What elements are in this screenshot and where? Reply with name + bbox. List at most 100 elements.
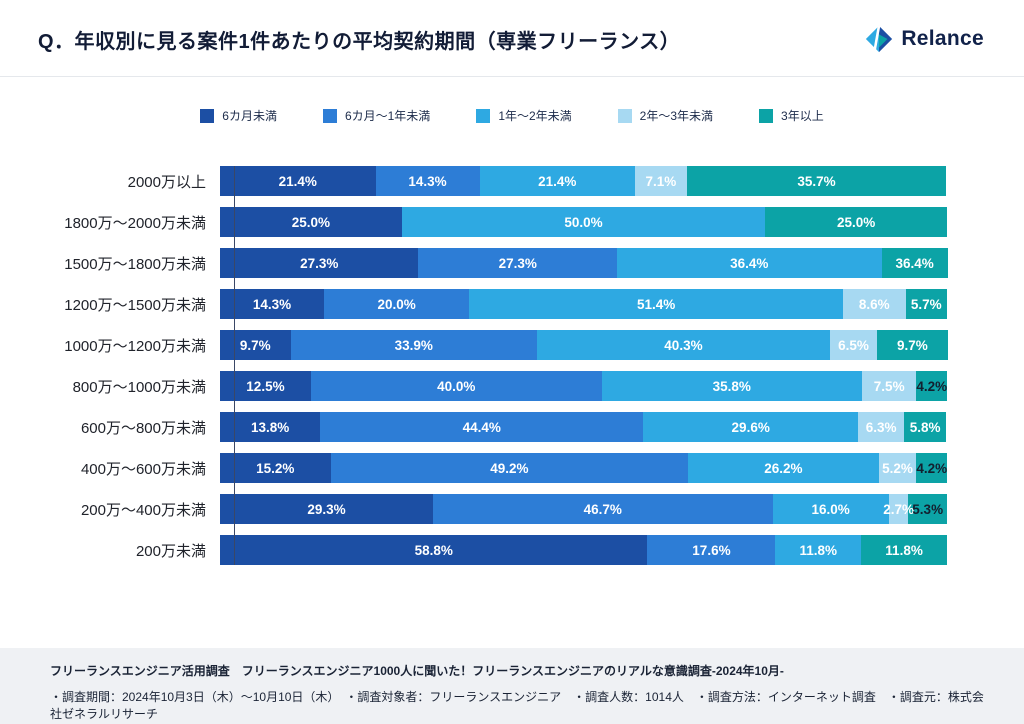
legend-label: 3年以上: [781, 109, 824, 123]
legend-swatch: [200, 108, 215, 123]
segment-value-label: 25.0%: [836, 214, 876, 230]
bar-segment: 6.3%: [858, 412, 905, 442]
legend-label: 2年～3年未満: [639, 109, 714, 123]
bar-segment: 2.7%: [883, 494, 914, 524]
bar-segment: 14.3%: [220, 289, 324, 319]
chart-row: 400万～600万未満 15.2% 49.2% 26.2% 5.2% 4.2%: [32, 453, 947, 483]
chart-row: 800万～1000万未満 12.5% 40.0% 35.8% 7.5% 4.2%: [32, 371, 947, 401]
segment-value-label: 11.8%: [799, 542, 838, 558]
bar-segment: 40.0%: [310, 371, 602, 401]
segment-value-label: 7.5%: [873, 378, 905, 394]
bar-segment: 6.5%: [829, 330, 878, 360]
bar-segment: 5.8%: [904, 412, 947, 442]
y-axis-line: [234, 166, 235, 565]
category-label: 800万～1000万未満: [72, 378, 206, 396]
segment-value-label: 15.2%: [256, 460, 295, 476]
segment-value-label: 27.3%: [498, 255, 537, 271]
segment-value-label: 35.8%: [712, 378, 751, 394]
segment-value-label: 12.5%: [246, 378, 285, 394]
segment-value-label: 29.6%: [731, 419, 770, 435]
brand-logo: Relance: [864, 24, 984, 54]
bar-segment: 15.2%: [220, 453, 331, 483]
legend-item-0: 6カ月未満: [200, 107, 277, 124]
segment-value-label: 9.7%: [897, 337, 928, 353]
bar-segment: 58.8%: [220, 535, 648, 565]
bar-segment: 25.0%: [765, 207, 947, 237]
legend-swatch: [617, 108, 632, 123]
segment-value-label: 49.2%: [490, 460, 529, 476]
segment-value-label: 26.2%: [764, 460, 803, 476]
bar-segment: 14.3%: [375, 166, 480, 196]
segment-value-label: 27.3%: [300, 255, 339, 271]
bar-segment: 44.4%: [320, 412, 644, 442]
legend-label: 6カ月未満: [222, 109, 277, 123]
category-label: 1500万～1800万未満: [64, 255, 206, 273]
segment-value-label: 5.8%: [909, 419, 941, 435]
segment-value-label: 44.4%: [462, 419, 501, 435]
legend-item-3: 2年～3年未満: [617, 107, 714, 124]
bar-segment: 4.2%: [916, 371, 947, 401]
bar-segment: 20.0%: [323, 289, 470, 319]
segment-value-label: 58.8%: [414, 542, 453, 558]
bar-segment: 50.0%: [401, 207, 766, 237]
bar-track: 21.4% 14.3% 21.4% 7.1% 35.7%: [220, 166, 947, 196]
stacked-bar-chart: 2000万以上 21.4% 14.3% 21.4% 7.1% 35.7% 1800万～200…: [32, 166, 948, 565]
legend-swatch: [759, 108, 774, 123]
legend-item-4: 3年以上: [759, 107, 824, 124]
segment-value-label: 4.2%: [916, 460, 948, 476]
chart-row: 1800万～2000万未満 25.0% 50.0% 25.0%: [32, 207, 947, 237]
chart-row: 2000万以上 21.4% 14.3% 21.4% 7.1% 35.7%: [32, 166, 947, 196]
bar-segment: 27.3%: [220, 248, 419, 278]
header: Q．年収別に見る案件1件あたりの平均契約期間（専業フリーランス） Relance: [0, 0, 1024, 77]
bar-track: 29.3% 46.7% 16.0% 2.7% 5.3%: [220, 494, 947, 524]
chart-row: 200万～400万未満 29.3% 46.7% 16.0% 2.7% 5.3%: [32, 494, 947, 524]
bar-segment: 17.6%: [647, 535, 776, 565]
footer-survey-details: ・調査期間：2024年10月3日（木）～10月10日（木） ・調査対象者：フリー…: [50, 690, 984, 721]
segment-value-label: 11.8%: [885, 542, 923, 558]
brand-name: Relance: [901, 27, 984, 50]
category-label: 1000万～1200万未満: [64, 337, 206, 355]
bar-track: 9.7% 33.9% 40.3% 6.5% 9.7%: [220, 330, 948, 360]
bar-segment: 29.3%: [220, 494, 433, 524]
category-label: 200万～400万未満: [80, 501, 206, 519]
bar-segment: 9.7%: [877, 330, 948, 360]
bar-segment: 7.5%: [861, 371, 917, 401]
bar-track: 15.2% 49.2% 26.2% 5.2% 4.2%: [220, 453, 947, 483]
segment-value-label: 29.3%: [307, 501, 346, 517]
chart-row: 1200万～1500万未満 14.3% 20.0% 51.4% 8.6% 5.7%: [32, 289, 947, 319]
segment-value-label: 40.3%: [664, 337, 703, 353]
segment-value-label: 13.8%: [251, 419, 290, 435]
segment-value-label: 25.0%: [291, 214, 331, 230]
chart-legend: 6カ月未満 6カ月～1年未満 1年～2年未満 2年～3年未満 3年以上: [0, 107, 1024, 124]
footer-survey-title: フリーランスエンジニア活用調査 フリーランスエンジニア1000人に聞いた！フリー…: [50, 664, 784, 678]
bar-track: 27.3% 27.3% 36.4% 36.4%: [220, 248, 948, 278]
segment-value-label: 5.7%: [910, 296, 942, 312]
category-label: 1200万～1500万未満: [64, 296, 206, 314]
legend-item-2: 1年～2年未満: [476, 107, 572, 124]
relance-logo-icon: [866, 25, 893, 53]
segment-value-label: 4.2%: [916, 378, 948, 394]
bar-segment: 9.7%: [220, 330, 291, 360]
segment-value-label: 36.4%: [730, 255, 769, 271]
bar-segment: 21.4%: [479, 166, 636, 196]
bar-segment: 4.2%: [916, 453, 947, 483]
bar-segment: 46.7%: [433, 494, 773, 524]
category-label: 600万～800万未満: [80, 419, 206, 437]
bar-segment: 11.8%: [775, 535, 862, 565]
segment-value-label: 8.6%: [858, 296, 890, 312]
segment-value-label: 6.3%: [865, 419, 897, 435]
bar-segment: 5.7%: [905, 289, 947, 319]
segment-value-label: 20.0%: [377, 296, 416, 312]
bar-segment: 40.3%: [536, 330, 830, 360]
segment-value-label: 51.4%: [637, 296, 676, 312]
bar-segment: 36.4%: [616, 248, 882, 278]
bar-track: 25.0% 50.0% 25.0%: [220, 207, 947, 237]
segment-value-label: 5.3%: [912, 501, 944, 517]
bar-segment: 33.9%: [290, 330, 537, 360]
segment-value-label: 14.3%: [408, 173, 447, 189]
bar-track: 14.3% 20.0% 51.4% 8.6% 5.7%: [220, 289, 947, 319]
bar-segment: 29.6%: [643, 412, 859, 442]
bar-segment: 25.0%: [220, 207, 402, 237]
chart-row: 600万～800万未満 13.8% 44.4% 29.6% 6.3% 5.8%: [32, 412, 947, 442]
